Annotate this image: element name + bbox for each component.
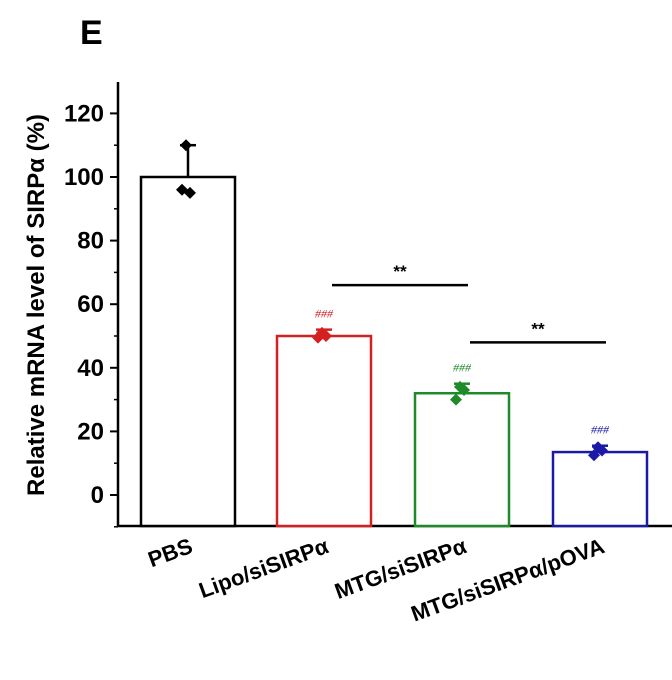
data-point	[312, 331, 324, 344]
y-tick-label: 120	[64, 100, 104, 127]
y-tick-label: 40	[77, 355, 104, 382]
x-category-label: Lipo/siSIRPα	[196, 533, 333, 603]
y-tick-label: 20	[77, 418, 104, 445]
data-point	[588, 449, 600, 462]
panel-letter: E	[80, 14, 103, 52]
data-point	[450, 393, 462, 406]
x-category-label: PBS	[145, 533, 196, 572]
bars	[139, 139, 649, 528]
significance-hash-label: ###	[453, 361, 472, 375]
bar	[275, 334, 373, 528]
data-point	[320, 330, 332, 342]
bar	[413, 391, 511, 528]
y-axis-title: Relative mRNA level of SIRPα (%)	[23, 114, 50, 496]
bar	[139, 175, 237, 528]
significance-label: **	[393, 262, 407, 281]
data-point	[596, 444, 608, 457]
significance-hash-label: ###	[591, 423, 610, 437]
data-point	[458, 384, 470, 397]
significance-hash-label: ###	[315, 307, 334, 321]
annotations: ### ### ### ** **	[315, 262, 610, 437]
y-tick-label: 80	[77, 228, 104, 255]
data-point	[180, 139, 192, 152]
bar	[551, 450, 649, 528]
significance-label: **	[531, 319, 545, 338]
y-tick-label: 0	[91, 482, 104, 509]
data-point	[184, 186, 196, 199]
y-tick-label: 60	[77, 291, 104, 318]
y-tick-label: 100	[64, 164, 104, 191]
